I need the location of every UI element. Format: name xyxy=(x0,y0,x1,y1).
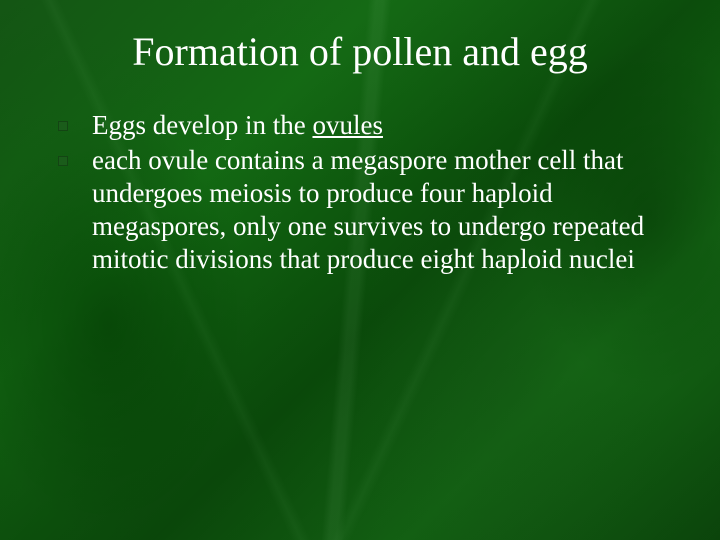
bullet-icon xyxy=(58,121,68,131)
slide: Formation of pollen and egg Eggs develop… xyxy=(0,0,720,540)
list-item: Eggs develop in the ovules xyxy=(52,109,680,142)
slide-title: Formation of pollen and egg xyxy=(40,28,680,75)
bullet-text-pre: Eggs develop in the xyxy=(92,110,312,140)
bullet-text-underline: ovules xyxy=(312,110,383,140)
bullet-list: Eggs develop in the ovules each ovule co… xyxy=(40,109,680,276)
bullet-icon xyxy=(58,156,68,166)
list-item: each ovule contains a megaspore mother c… xyxy=(52,144,680,276)
bullet-text-pre: each ovule contains a megaspore mother c… xyxy=(92,145,644,274)
